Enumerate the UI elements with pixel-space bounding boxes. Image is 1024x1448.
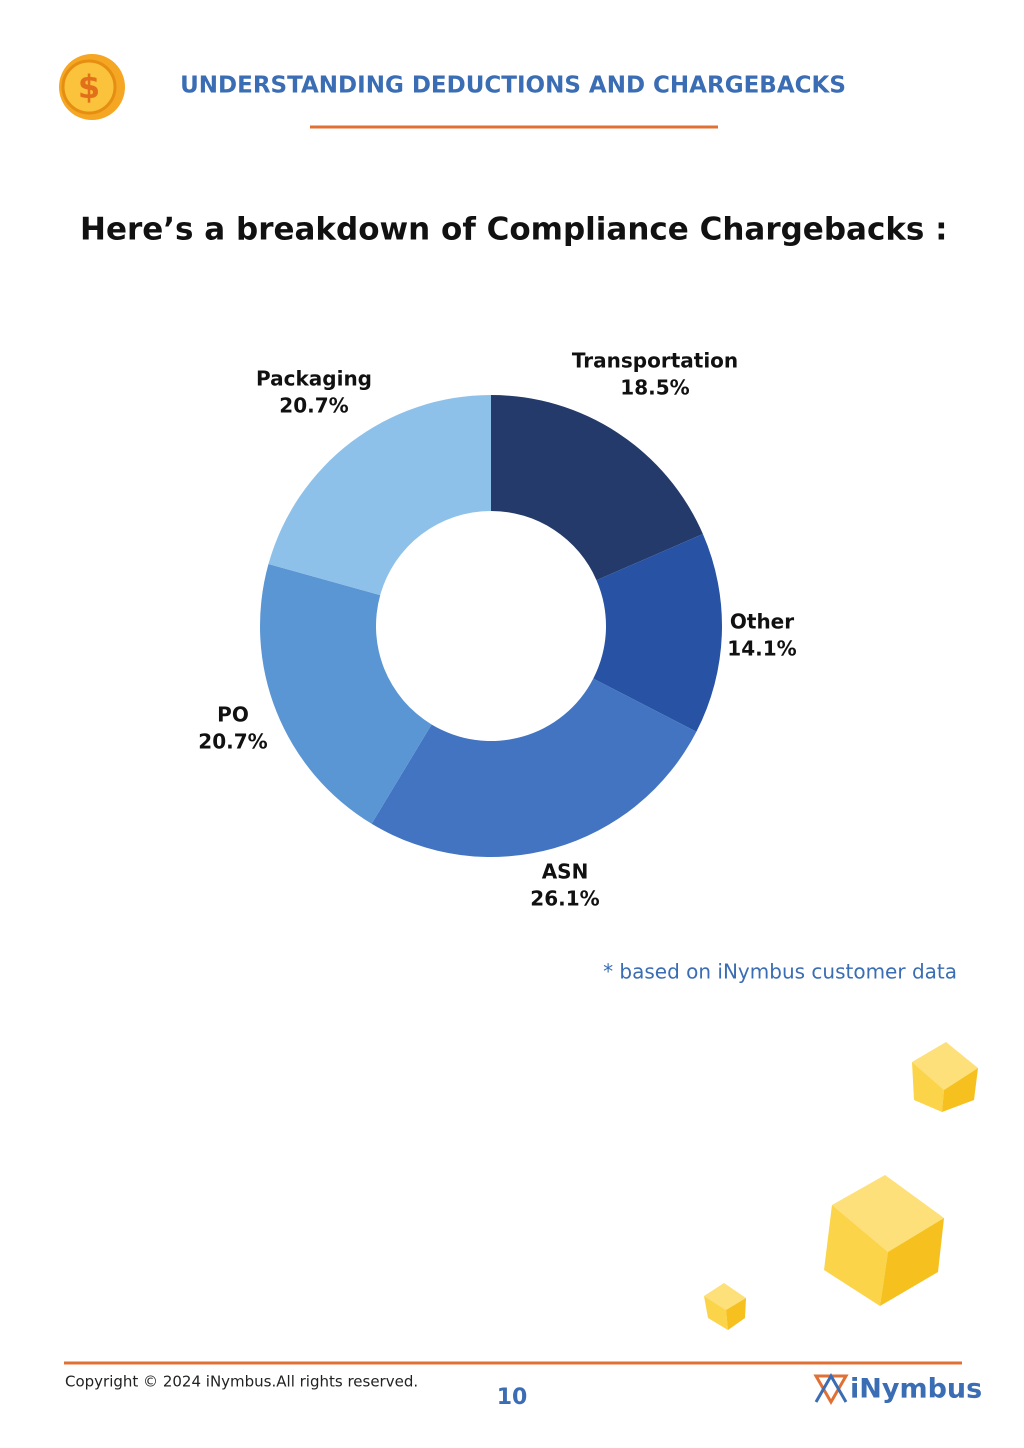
heading: Here’s a breakdown of Compliance Chargeb… [80, 212, 948, 248]
copyright: Copyright © 2024 iNymbus.All rights rese… [65, 1373, 418, 1391]
donut-chart: Transportation 18.5% Other 14.1% ASN 26.1% PO 2… [198, 349, 796, 911]
page-number: 10 [497, 1385, 528, 1410]
slice-label: ASN [542, 860, 589, 884]
note: * based on iNymbus customer data [603, 960, 957, 984]
logo: iNymbus [813, 1372, 982, 1406]
slice-label: Other [730, 610, 794, 634]
slice-label: Transportation [572, 349, 738, 373]
donut-slice [260, 564, 432, 824]
slice-label: Packaging [256, 367, 372, 391]
slice-value-label: 20.7% [198, 730, 267, 754]
slice-label: PO [217, 703, 249, 727]
slice-value-label: 14.1% [727, 637, 796, 661]
slice-value-label: 26.1% [530, 887, 599, 911]
coin-symbol: $ [78, 68, 100, 106]
decorative-cubes [704, 1042, 978, 1330]
slice-value-label: 20.7% [279, 394, 348, 418]
donut-slice [268, 395, 491, 596]
coin-icon: $ [59, 54, 125, 120]
slice-value-label: 18.5% [620, 376, 689, 400]
header-title: UNDERSTANDING DEDUCTIONS AND CHARGEBACKS [180, 73, 846, 99]
donut-slice [371, 678, 697, 857]
logo-text: iNymbus [850, 1374, 982, 1405]
donut-slice [491, 395, 703, 581]
donut-slice [593, 534, 722, 732]
